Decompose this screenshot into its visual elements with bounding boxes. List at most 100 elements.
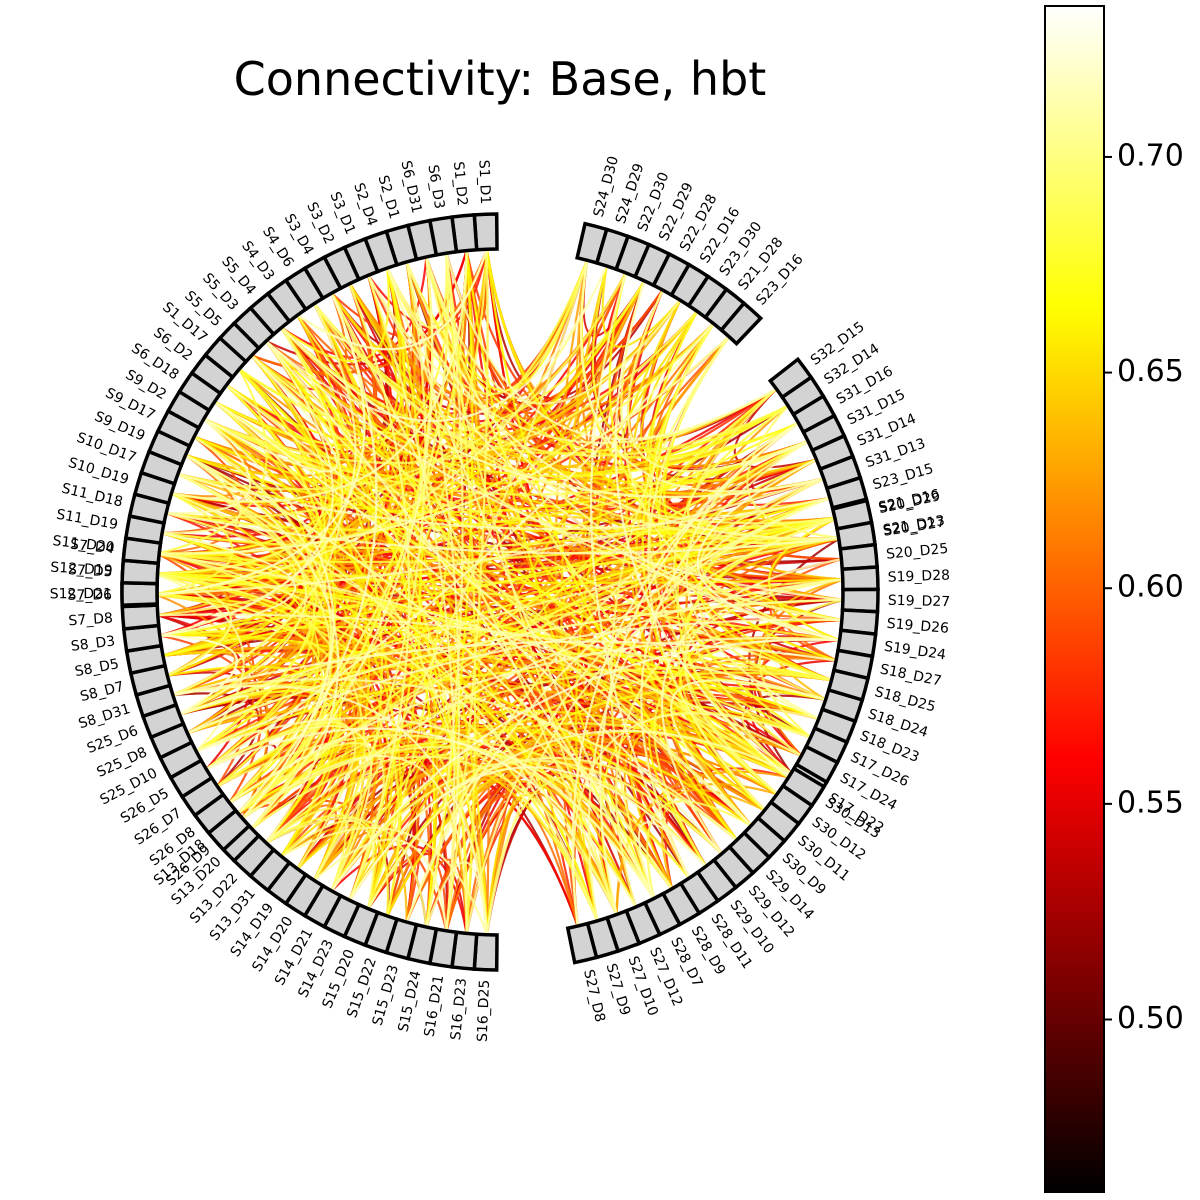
chord-link bbox=[203, 354, 338, 473]
chord-link bbox=[741, 707, 819, 775]
chord-link bbox=[646, 800, 752, 899]
chord-link bbox=[172, 684, 488, 935]
chord-link bbox=[386, 267, 656, 899]
node-label: S19_D24 bbox=[883, 639, 947, 664]
chord-link bbox=[159, 634, 239, 716]
chord-link bbox=[159, 531, 297, 637]
chord-link bbox=[740, 422, 809, 467]
chord-link bbox=[330, 638, 840, 892]
chord-link bbox=[405, 261, 799, 459]
chord-links bbox=[156, 248, 844, 936]
node-S19_D27 bbox=[840, 587, 880, 614]
chord-link bbox=[367, 729, 792, 910]
node-S5_D3 bbox=[231, 305, 277, 351]
node-label: S7_D8 bbox=[68, 610, 113, 629]
node-label: S8_D3 bbox=[70, 633, 116, 655]
chord-link bbox=[280, 826, 488, 936]
node-S1_D17 bbox=[202, 335, 249, 380]
node-S7_D8 bbox=[120, 603, 161, 631]
node-label: S11_D20 bbox=[52, 533, 116, 556]
chord-link bbox=[313, 838, 448, 931]
chord-link bbox=[237, 516, 836, 815]
chord-link bbox=[296, 248, 488, 351]
colorbar-gradient bbox=[1044, 5, 1105, 1193]
node-S3_D1 bbox=[342, 236, 380, 282]
node-label: S19_D27 bbox=[888, 593, 951, 610]
chord-link bbox=[179, 695, 249, 735]
chord-link bbox=[203, 417, 809, 496]
chord-link bbox=[647, 322, 792, 775]
colorbar: 0.50 0.55 0.60 0.65 0.70 bbox=[1044, 5, 1184, 1193]
chord-link bbox=[746, 404, 839, 539]
chord-link bbox=[661, 558, 842, 855]
node-label: S12_D21 bbox=[50, 586, 112, 602]
chord-link bbox=[228, 253, 449, 804]
node-label: S19_D26 bbox=[886, 616, 949, 637]
colorbar-tick-label: 0.60 bbox=[1117, 570, 1184, 605]
chord-link bbox=[193, 435, 843, 581]
chord-link bbox=[485, 517, 836, 935]
chord-link bbox=[177, 473, 599, 922]
colorbar-ticks: 0.50 0.55 0.60 0.65 0.70 bbox=[1104, 138, 1184, 1036]
chord-link bbox=[348, 766, 707, 901]
chord-link bbox=[158, 553, 233, 677]
chord-link bbox=[172, 640, 837, 697]
chord-link bbox=[367, 274, 456, 931]
chord-link bbox=[177, 473, 308, 716]
chord-link bbox=[599, 422, 800, 915]
chord-link bbox=[330, 844, 468, 934]
node-label: S2_D1 bbox=[375, 174, 403, 221]
node-label: S6_D3 bbox=[424, 164, 447, 210]
node-S12_D21 bbox=[120, 580, 160, 608]
chord-link bbox=[280, 327, 468, 934]
chord-link bbox=[172, 678, 738, 841]
node-label: S15_D24 bbox=[395, 969, 424, 1033]
chord-link bbox=[485, 775, 707, 935]
chord-link bbox=[614, 280, 790, 779]
chord-link bbox=[177, 473, 332, 830]
node-label: S20_D27 bbox=[882, 514, 946, 539]
chord-link bbox=[313, 259, 589, 881]
chord-link bbox=[265, 814, 389, 916]
chord-link bbox=[213, 400, 488, 935]
node-label: S8_D7 bbox=[79, 679, 126, 705]
chord-link bbox=[186, 598, 843, 735]
node-S6_D3 bbox=[427, 215, 459, 258]
chord-link bbox=[767, 517, 840, 642]
chord-link bbox=[237, 292, 378, 815]
chord-link bbox=[265, 340, 792, 775]
chord-link bbox=[205, 727, 637, 908]
chord-link bbox=[195, 618, 842, 753]
node-S4_D6 bbox=[283, 265, 326, 312]
chord-link bbox=[647, 336, 766, 811]
node-label: S16_D25 bbox=[475, 979, 493, 1042]
chord-link bbox=[648, 705, 812, 867]
chord-link bbox=[216, 691, 811, 788]
chord-link bbox=[172, 692, 260, 788]
chord-link bbox=[203, 418, 335, 820]
chord-link bbox=[313, 302, 789, 457]
chord-link bbox=[626, 289, 809, 473]
node-label: S20_D25 bbox=[885, 541, 949, 563]
node-ring bbox=[120, 212, 880, 972]
chord-link bbox=[405, 261, 840, 642]
chord-link bbox=[250, 755, 618, 916]
node-label: S11_D19 bbox=[55, 507, 119, 533]
node-S1_D2 bbox=[450, 213, 479, 254]
chord-link bbox=[733, 388, 817, 469]
chord-link bbox=[313, 303, 792, 775]
chart-title: Connectivity: Base, hbt bbox=[234, 52, 767, 106]
chord-link bbox=[159, 552, 840, 642]
chord-link bbox=[280, 326, 824, 499]
chord-link bbox=[250, 354, 753, 827]
chord-link bbox=[177, 473, 831, 530]
node-label: S8_D5 bbox=[74, 656, 121, 680]
chord-link bbox=[579, 260, 824, 493]
chord-link bbox=[265, 265, 608, 422]
chord-link bbox=[195, 716, 656, 900]
chord-link bbox=[330, 292, 618, 915]
chord-link bbox=[214, 400, 723, 855]
chord-link bbox=[425, 256, 682, 405]
chord-link bbox=[225, 384, 753, 827]
node-label: S7_D6 bbox=[67, 587, 112, 603]
